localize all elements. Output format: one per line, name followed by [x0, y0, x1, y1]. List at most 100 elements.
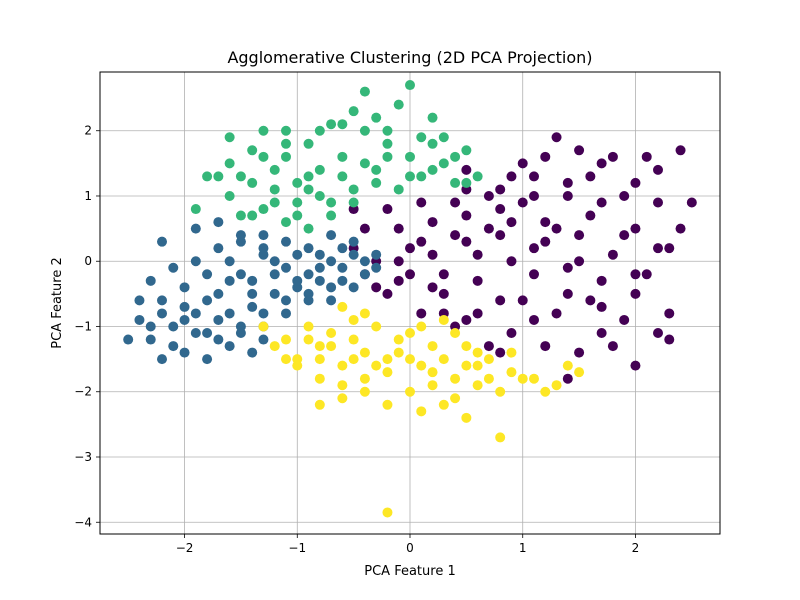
data-point [517, 373, 528, 384]
data-point [427, 164, 438, 175]
data-point [359, 158, 370, 169]
data-point [359, 308, 370, 319]
data-point [314, 249, 325, 260]
data-point [326, 197, 337, 208]
data-point [483, 223, 494, 234]
data-point [179, 301, 190, 312]
data-point [258, 151, 269, 162]
data-point [416, 406, 427, 417]
data-point [326, 230, 337, 241]
data-point [427, 112, 438, 123]
y-tick-label: −1 [74, 319, 92, 333]
data-point [303, 171, 314, 182]
data-point [653, 164, 663, 175]
data-point [145, 275, 156, 286]
x-tick-label: 2 [632, 541, 640, 555]
data-point [405, 171, 415, 182]
data-point [506, 171, 517, 182]
data-point [269, 269, 280, 280]
data-point [450, 151, 461, 162]
data-point [281, 262, 291, 273]
data-point [630, 177, 641, 188]
data-point [450, 328, 461, 339]
data-point [382, 138, 393, 149]
data-point [326, 295, 337, 306]
data-point [450, 373, 461, 384]
data-point [495, 347, 506, 358]
data-point [303, 269, 314, 280]
data-point [562, 373, 573, 384]
data-point [337, 262, 348, 273]
data-point [427, 367, 438, 378]
data-point [495, 432, 506, 443]
data-point [630, 269, 641, 280]
data-point [405, 151, 415, 162]
data-point [472, 171, 483, 182]
data-point [438, 288, 449, 299]
data-point [653, 197, 663, 208]
data-point [247, 145, 258, 156]
data-point [664, 243, 675, 254]
data-point [258, 334, 269, 345]
data-point [157, 236, 167, 247]
data-point [506, 367, 517, 378]
data-point [190, 256, 201, 267]
data-point [247, 210, 258, 221]
data-point [450, 197, 461, 208]
y-axis-label: PCA Feature 2 [50, 257, 65, 348]
data-point [427, 380, 438, 391]
data-point [281, 138, 291, 149]
data-point [202, 295, 213, 306]
data-point [359, 223, 370, 234]
data-point [562, 262, 573, 273]
data-point [337, 119, 348, 130]
data-point [540, 151, 551, 162]
data-point [157, 354, 167, 365]
data-point [281, 125, 291, 136]
data-point [314, 164, 325, 175]
data-point [314, 262, 325, 273]
data-point [168, 341, 179, 352]
data-point [213, 334, 224, 345]
data-point [269, 164, 280, 175]
data-point [224, 308, 235, 319]
data-point [416, 171, 427, 182]
data-point [258, 204, 269, 215]
data-point [596, 328, 607, 339]
data-point [281, 151, 291, 162]
data-point [348, 354, 359, 365]
data-point [134, 314, 145, 325]
data-point [517, 197, 528, 208]
grid-lines [100, 72, 720, 534]
data-point [247, 177, 258, 188]
data-point [483, 190, 494, 201]
cluster-3-points [258, 301, 585, 518]
data-point [314, 275, 325, 286]
data-point [326, 341, 337, 352]
data-point [382, 151, 393, 162]
data-point [483, 341, 494, 352]
cluster-0-points [348, 132, 697, 384]
data-point [472, 347, 483, 358]
data-point [258, 321, 269, 332]
data-point [235, 321, 246, 332]
data-point [382, 204, 393, 215]
data-point [382, 125, 393, 136]
data-point [393, 184, 404, 195]
data-point [314, 341, 325, 352]
data-point [314, 373, 325, 384]
data-point [292, 249, 303, 260]
data-point [416, 321, 427, 332]
data-point [326, 119, 337, 130]
x-tick-label: −1 [288, 541, 306, 555]
data-point [281, 236, 291, 247]
data-point [190, 223, 201, 234]
data-point [303, 334, 314, 345]
data-point [359, 86, 370, 97]
data-point [427, 138, 438, 149]
data-point [371, 177, 382, 188]
x-tick-label: 1 [519, 541, 527, 555]
data-point [202, 354, 213, 365]
data-point [574, 256, 585, 267]
data-point [630, 360, 641, 371]
